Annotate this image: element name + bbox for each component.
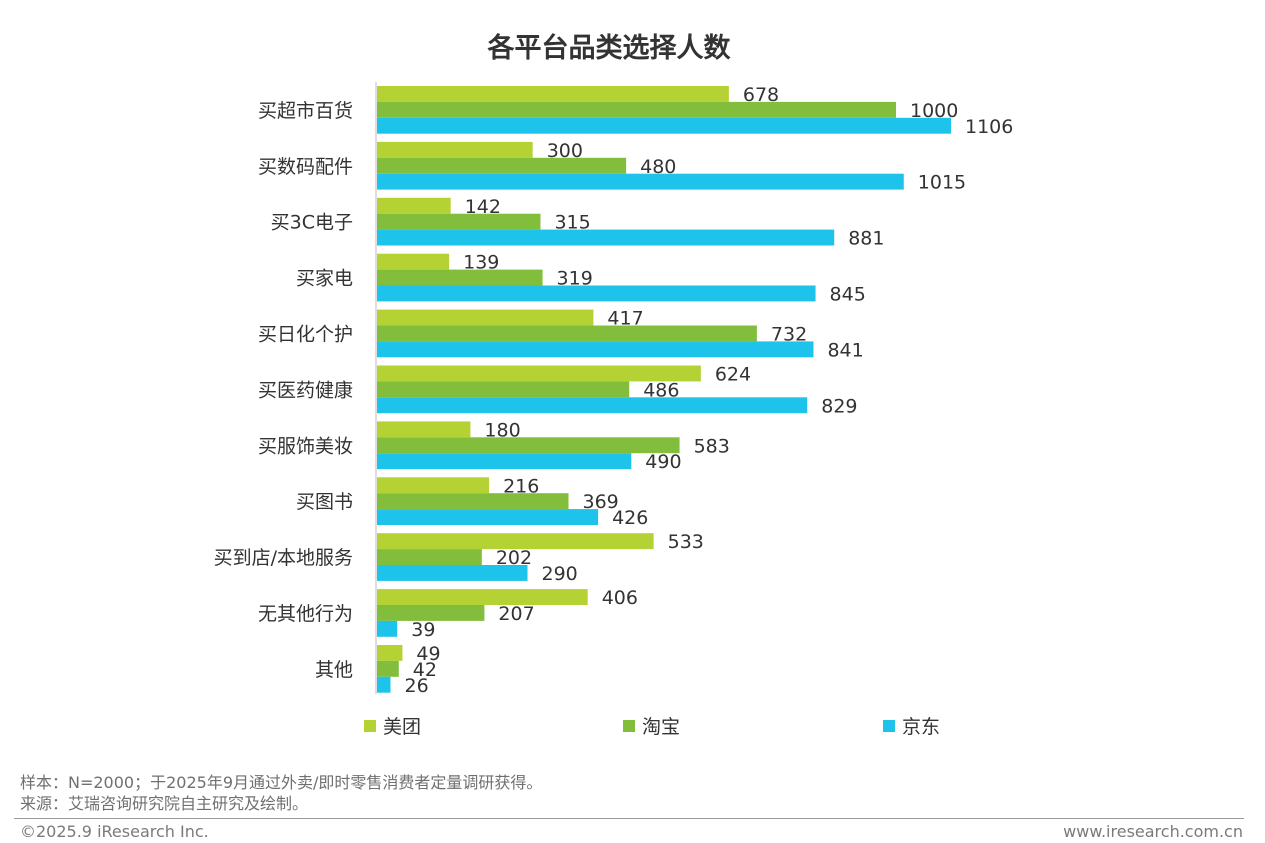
data-label: 417 xyxy=(607,308,643,330)
bar xyxy=(377,565,528,581)
bar xyxy=(377,381,630,398)
bar xyxy=(377,605,485,621)
category-label: 无其他行为 xyxy=(258,603,353,625)
data-label: 480 xyxy=(640,156,676,178)
bar xyxy=(377,341,814,358)
bar-chart: 买超市百货 678 1000 1106 买数码配件 300 480 1015 买3C电子 142 3… xyxy=(214,82,1014,738)
legend-swatch xyxy=(364,720,376,732)
data-label: 1106 xyxy=(965,116,1013,138)
bar xyxy=(377,437,680,454)
bar xyxy=(377,269,543,286)
bar xyxy=(377,229,835,246)
data-label: 406 xyxy=(602,587,638,609)
bar xyxy=(377,285,816,302)
footer-divider xyxy=(14,818,1244,819)
data-label: 300 xyxy=(547,140,583,162)
category-label: 买服饰美妆 xyxy=(258,435,353,457)
data-label: 142 xyxy=(465,196,501,218)
category-label: 其他 xyxy=(315,659,353,681)
legend-label: 京东 xyxy=(902,716,940,738)
category-label: 买到店/本地服务 xyxy=(214,547,353,569)
source-note: 来源：艾瑞咨询研究院自主研究及绘制。 xyxy=(20,794,309,813)
data-label: 42 xyxy=(413,659,437,681)
bar xyxy=(377,173,904,190)
data-label: 486 xyxy=(643,379,679,401)
bar xyxy=(377,101,896,118)
bar xyxy=(377,141,533,158)
data-label: 533 xyxy=(668,531,704,553)
category-label: 买3C电子 xyxy=(271,212,353,234)
bar xyxy=(377,213,541,230)
bar xyxy=(377,620,398,637)
bar xyxy=(377,533,654,550)
data-label: 624 xyxy=(715,363,751,385)
data-label: 1015 xyxy=(918,172,966,194)
legend-swatch xyxy=(623,720,635,732)
bar xyxy=(377,676,391,693)
bar xyxy=(377,589,588,605)
category-label: 买超市百货 xyxy=(258,100,353,122)
bar xyxy=(377,117,951,134)
bar xyxy=(377,477,490,494)
bars-layer xyxy=(377,86,951,693)
data-label: 841 xyxy=(827,339,863,361)
bar xyxy=(377,397,808,414)
bar xyxy=(377,325,757,342)
data-label: 732 xyxy=(771,323,807,345)
data-label: 829 xyxy=(821,395,857,417)
chart-title: 各平台品类选择人数 xyxy=(487,33,731,64)
bar xyxy=(377,86,729,102)
footer-notes: 样本：N=2000；于2025年9月通过外卖/即时零售消费者定量调研获得。 来源… xyxy=(20,772,542,814)
data-label: 369 xyxy=(583,491,619,513)
bar xyxy=(377,660,399,677)
sample-note: 样本：N=2000；于2025年9月通过外卖/即时零售消费者定量调研获得。 xyxy=(20,773,543,792)
legend-swatch xyxy=(883,720,895,732)
website-text: www.iresearch.com.cn xyxy=(1063,822,1243,841)
data-label: 216 xyxy=(503,475,539,497)
data-label: 202 xyxy=(496,547,532,569)
category-label: 买数码配件 xyxy=(258,156,353,178)
legend-label: 淘宝 xyxy=(642,716,680,738)
data-label: 490 xyxy=(645,451,681,473)
data-label: 180 xyxy=(484,419,520,441)
bar xyxy=(377,453,632,470)
legend: 美团 淘宝 京东 xyxy=(364,716,940,738)
bar xyxy=(377,157,627,174)
category-label: 买日化个护 xyxy=(258,323,353,345)
data-label: 26 xyxy=(404,675,428,697)
bar xyxy=(377,197,451,214)
bar xyxy=(377,253,450,270)
labels-layer: 买超市百货 678 1000 1106 买数码配件 300 480 1015 买3C电子 142 3… xyxy=(214,84,1014,697)
bar xyxy=(377,365,701,382)
data-label: 315 xyxy=(554,212,590,234)
data-label: 583 xyxy=(694,435,730,457)
category-label: 买图书 xyxy=(296,491,353,513)
data-label: 881 xyxy=(848,228,884,250)
data-label: 290 xyxy=(542,563,578,585)
bar xyxy=(377,493,569,510)
data-label: 207 xyxy=(498,603,534,625)
category-label: 买家电 xyxy=(296,268,353,290)
legend-label: 美团 xyxy=(383,716,421,738)
data-label: 678 xyxy=(743,84,779,106)
data-label: 845 xyxy=(830,283,866,305)
data-label: 49 xyxy=(416,643,440,665)
data-label: 139 xyxy=(463,252,499,274)
bar xyxy=(377,645,403,661)
copyright-text: ©2025.9 iResearch Inc. xyxy=(20,822,209,841)
bar xyxy=(377,309,594,326)
data-label: 426 xyxy=(612,507,648,529)
bar xyxy=(377,549,482,565)
data-label: 319 xyxy=(557,268,593,290)
data-label: 1000 xyxy=(910,100,958,122)
data-label: 39 xyxy=(411,619,435,641)
bar xyxy=(377,421,471,438)
category-label: 买医药健康 xyxy=(258,379,353,401)
bar xyxy=(377,509,599,525)
